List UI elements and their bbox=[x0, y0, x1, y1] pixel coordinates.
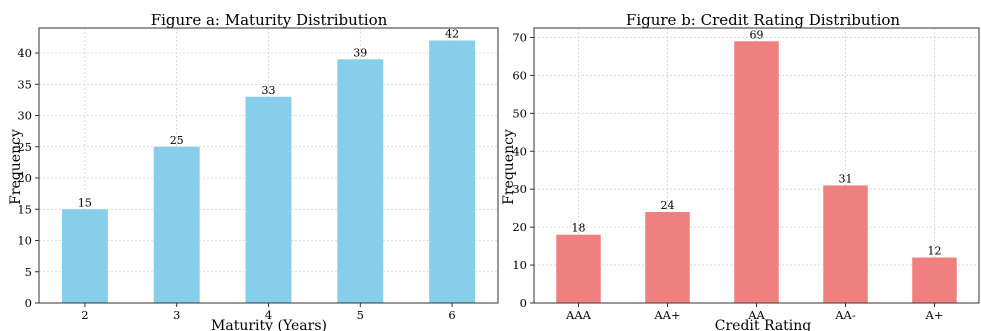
y-tick-label: 40 bbox=[512, 144, 527, 158]
x-tick-label: 6 bbox=[448, 308, 455, 322]
chart-title: Figure a: Maturity Distribution bbox=[151, 11, 388, 29]
x-axis-label: Maturity (Years) bbox=[211, 318, 327, 331]
y-tick-label: 20 bbox=[17, 171, 32, 185]
y-tick-label: 30 bbox=[512, 182, 527, 196]
x-tick-label: AA- bbox=[834, 308, 856, 322]
chart-panel-maturity: Figure a: Maturity Distribution Frequenc… bbox=[8, 11, 499, 331]
x-tick-label: 2 bbox=[81, 308, 88, 322]
x-tick-label: 4 bbox=[265, 308, 272, 322]
y-tick-label: 40 bbox=[17, 46, 32, 60]
data-label: 33 bbox=[262, 84, 276, 97]
data-label: 12 bbox=[928, 244, 942, 257]
y-axis-label: Frequency bbox=[501, 129, 517, 205]
x-tick-label: AA bbox=[747, 308, 765, 322]
y-tick-label: 50 bbox=[512, 106, 527, 120]
y-tick-label: 15 bbox=[17, 202, 32, 216]
bar-5 bbox=[337, 59, 384, 303]
y-tick-label: 10 bbox=[17, 234, 32, 248]
x-tick-label: 3 bbox=[173, 308, 180, 322]
y-tick-label: 0 bbox=[520, 296, 527, 310]
bar-AA bbox=[734, 41, 779, 303]
y-tick-label: 30 bbox=[17, 109, 32, 123]
y-tick-label: 0 bbox=[25, 296, 32, 310]
data-label: 18 bbox=[572, 222, 586, 235]
x-tick-label: A+ bbox=[925, 308, 944, 322]
chart-panel-credit-rating: Figure b: Credit Rating Distribution Fre… bbox=[501, 11, 980, 331]
x-tick-label: 5 bbox=[357, 308, 364, 322]
data-label: 25 bbox=[170, 134, 184, 147]
x-axis-label: Credit Rating bbox=[715, 318, 812, 331]
bar-AAA bbox=[556, 234, 601, 303]
bar-A+ bbox=[912, 257, 957, 303]
y-tick-label: 60 bbox=[512, 68, 527, 82]
bar-3 bbox=[153, 146, 200, 303]
bar-AA- bbox=[823, 185, 868, 303]
y-tick-label: 25 bbox=[17, 140, 32, 154]
bar-2 bbox=[61, 209, 108, 303]
x-tick-label: AA+ bbox=[653, 308, 680, 322]
y-tick-label: 20 bbox=[512, 220, 527, 234]
data-label: 24 bbox=[661, 199, 675, 212]
y-axis-label: Frequency bbox=[8, 129, 24, 205]
y-tick-label: 5 bbox=[25, 265, 32, 279]
bar-4 bbox=[245, 96, 292, 303]
data-label: 42 bbox=[445, 28, 459, 41]
data-label: 31 bbox=[839, 172, 853, 185]
data-label: 39 bbox=[353, 46, 367, 59]
y-tick-label: 35 bbox=[17, 77, 32, 91]
bar-6 bbox=[429, 40, 476, 303]
x-tick-label: AAA bbox=[565, 308, 592, 322]
y-tick-label: 70 bbox=[512, 30, 527, 44]
bar-AA+ bbox=[645, 211, 690, 303]
y-tick-label: 10 bbox=[512, 258, 527, 272]
chart-title: Figure b: Credit Rating Distribution bbox=[626, 11, 900, 29]
data-label: 69 bbox=[750, 28, 764, 41]
data-label: 15 bbox=[78, 196, 92, 209]
